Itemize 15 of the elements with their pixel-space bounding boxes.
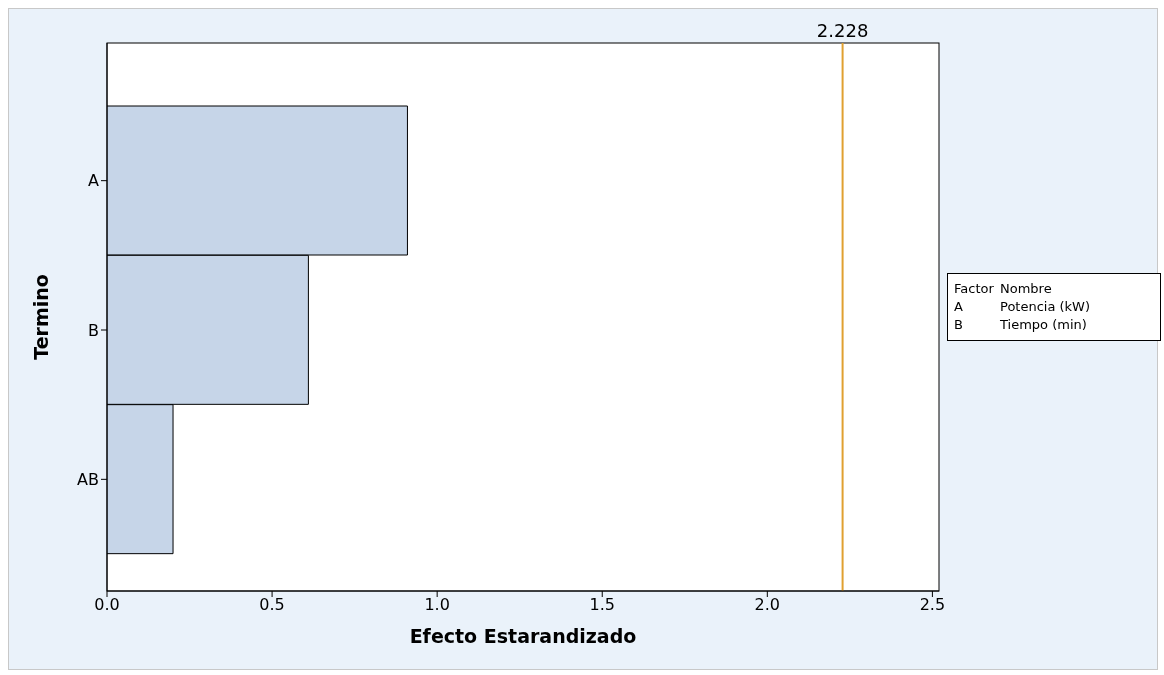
text: A Potencia (kW) <box>954 299 1091 314</box>
x-tick-label: 1.0 <box>424 595 450 615</box>
x-tick-label: 1.5 <box>589 595 615 615</box>
y-axis-title: Termino <box>29 274 52 360</box>
x-tick-label: 0.0 <box>94 595 120 615</box>
ref-line-label: 2.228 <box>816 20 869 41</box>
y-tick-label: AB <box>77 470 99 490</box>
x-tick-label: 0.5 <box>259 595 285 615</box>
text: B Tiempo (min) <box>954 317 1087 332</box>
x-tick-label: 2.5 <box>919 595 946 615</box>
y-tick-label: B <box>88 320 99 340</box>
text: Factor Nombre <box>954 280 1052 298</box>
x-axis-title: Efecto Estarandizado <box>409 625 637 647</box>
y-tick-label: A <box>88 171 100 191</box>
x-tick-label: 2.0 <box>754 595 781 615</box>
